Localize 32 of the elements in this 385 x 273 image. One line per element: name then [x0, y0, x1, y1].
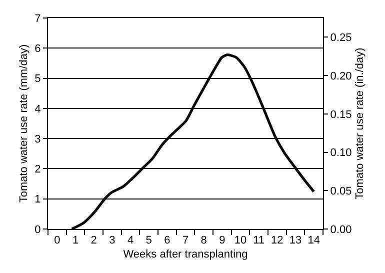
x-axis-title: Weeks after transplanting — [123, 248, 248, 260]
x-tick-label: 14 — [308, 234, 320, 246]
y2-tick-label: 0.15 — [330, 108, 352, 121]
y2-tick-label: 0.25 — [330, 32, 352, 44]
y-tick-label: 7 — [34, 12, 41, 25]
y-tick-label: 1 — [34, 194, 41, 206]
x-tick-label: 11 — [253, 234, 265, 246]
y-axis-title: Tomato water use rate (mm/day) — [18, 44, 30, 203]
y2-tick-label: 0.00 — [330, 224, 352, 236]
x-tick-label: 8 — [200, 234, 207, 246]
x-tick-label: 13 — [289, 234, 302, 246]
y-tick-label: 5 — [34, 73, 41, 86]
x-tick-label: 9 — [219, 234, 226, 246]
x-tick-label: 5 — [146, 234, 152, 246]
y-tick-label: 0 — [34, 224, 41, 236]
x-tick-label: 12 — [271, 234, 284, 246]
y2-tick-label: 0.05 — [330, 185, 352, 198]
y-tick-label: 6 — [34, 42, 41, 55]
y2-axis-title: Tomato water use rate (in./day) — [354, 48, 366, 200]
x-tick-label: 4 — [127, 234, 134, 246]
y-tick-label: 3 — [34, 133, 41, 146]
x-tick-label: 0 — [54, 234, 60, 246]
x-tick-label: 6 — [164, 234, 170, 246]
x-tick-label: 1 — [72, 234, 79, 246]
x-tick-label: 7 — [182, 234, 189, 246]
x-tick-label: 2 — [90, 234, 97, 246]
y-tick-label: 2 — [34, 164, 41, 176]
y2-tick-label: 0.20 — [330, 70, 352, 82]
x-tick-label: 10 — [234, 234, 247, 246]
y-tick-label: 4 — [34, 103, 41, 116]
y2-tick-label: 0.10 — [330, 147, 352, 160]
x-tick-label: 3 — [109, 234, 116, 246]
